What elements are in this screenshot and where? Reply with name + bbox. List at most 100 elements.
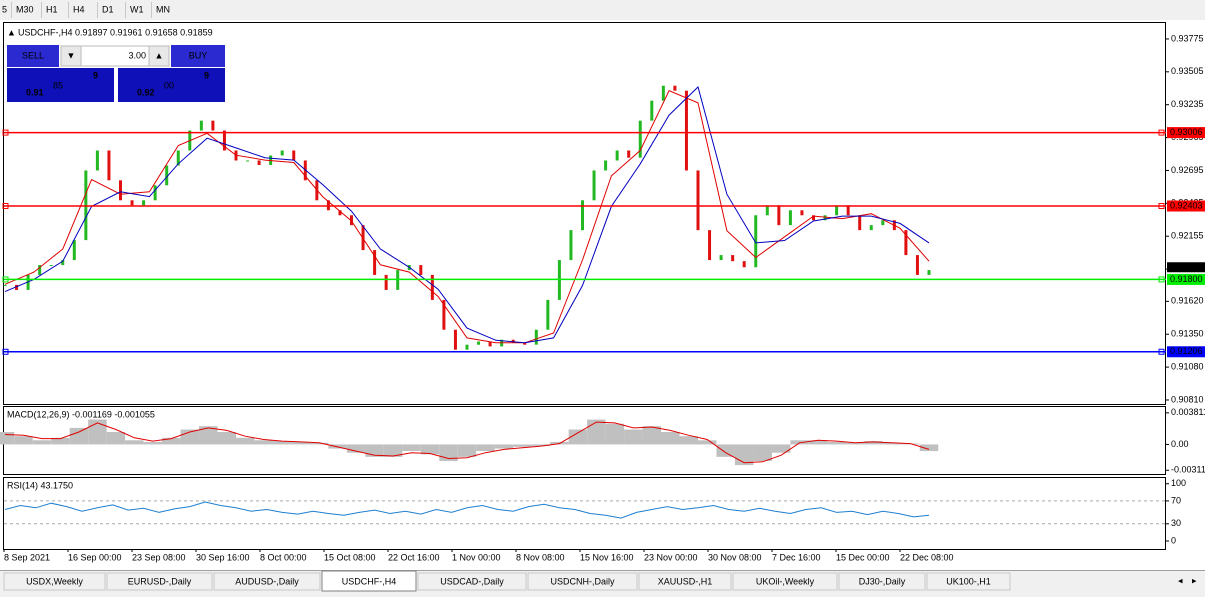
candle	[72, 240, 76, 261]
macd-bar	[605, 423, 625, 445]
tab[interactable]	[106, 572, 213, 591]
line-handle	[2, 129, 9, 136]
timeframe-button[interactable]: M30	[16, 4, 34, 14]
line-handle	[1158, 276, 1165, 283]
x-tick-label: 1 Nov 00:00	[452, 552, 501, 562]
candle	[546, 299, 550, 330]
tab-label[interactable]: USDX,Weekly	[26, 576, 83, 586]
sell-label[interactable]: SELL	[22, 50, 44, 60]
tab[interactable]	[838, 572, 926, 591]
x-tick-label: 15 Nov 16:00	[580, 552, 634, 562]
y-tick-label: 0.92155	[1171, 231, 1204, 241]
macd-bar	[661, 432, 680, 445]
tab-label[interactable]: USDCAD-,Daily	[440, 576, 504, 586]
macd-bar	[698, 440, 717, 445]
candle	[61, 260, 65, 266]
tab-label[interactable]: XAUUSD-,H1	[658, 576, 713, 586]
macd-bar	[679, 436, 698, 445]
buy-button[interactable]	[171, 45, 225, 67]
candle	[442, 299, 446, 330]
timeframe-button[interactable]: H4	[73, 4, 85, 14]
y-tick-label: 0.93235	[1171, 99, 1204, 109]
price-prefix: 0.92	[137, 87, 155, 97]
macd-bar	[882, 442, 902, 445]
tab[interactable]	[638, 572, 732, 591]
timeframe-button[interactable]: 5	[2, 4, 7, 14]
candle	[49, 265, 53, 267]
candle	[858, 215, 862, 231]
timeframe-button[interactable]: H1	[46, 4, 58, 14]
candle	[765, 205, 769, 216]
candle	[638, 120, 642, 158]
tab-label[interactable]: USDCNH-,Daily	[550, 576, 615, 586]
macd-bar	[624, 429, 643, 445]
macd-bar	[642, 426, 662, 445]
tab-label[interactable]: AUDUSD-,Daily	[235, 576, 299, 586]
last-price-label: 0.91859	[1170, 262, 1203, 272]
tab-label[interactable]: DJ30-,Daily	[859, 576, 906, 586]
macd-bar	[254, 440, 273, 445]
chart-title: USDCHF-,H4 0.91897 0.91961 0.91658 0.918…	[18, 27, 213, 37]
y-tick-label: 70	[1171, 495, 1181, 505]
moving-average	[4, 86, 930, 344]
y-tick-label: 0	[1171, 535, 1176, 545]
candle	[742, 261, 746, 268]
line-handle	[1158, 203, 1165, 210]
candle	[604, 160, 608, 171]
tab-label[interactable]: UK100-,H1	[946, 576, 991, 586]
candle	[650, 100, 654, 121]
macd-bar	[753, 444, 772, 461]
price-box[interactable]	[7, 68, 114, 102]
tab[interactable]	[527, 572, 638, 591]
candle	[419, 265, 423, 275]
candle	[453, 329, 457, 350]
tab-label[interactable]: USDCHF-,H4	[342, 576, 397, 586]
tab[interactable]	[926, 572, 1011, 591]
x-tick-label: 8 Sep 2021	[4, 552, 50, 562]
tab[interactable]	[321, 570, 417, 592]
line-price-label: 0.91800	[1170, 274, 1203, 284]
candle	[835, 205, 839, 216]
macd-bar	[864, 441, 883, 445]
timeframe-button[interactable]: D1	[102, 4, 114, 14]
tab-label[interactable]: UKOil-,Weekly	[756, 576, 815, 586]
macd-bar	[808, 440, 828, 445]
tab[interactable]	[3, 572, 106, 591]
macd-bar	[568, 429, 588, 445]
line-handle	[1158, 348, 1165, 355]
macd-bar	[476, 444, 495, 452]
buy-label[interactable]: BUY	[189, 50, 208, 60]
x-tick-label: 16 Sep 00:00	[68, 552, 122, 562]
price-box[interactable]	[118, 68, 225, 102]
tab[interactable]	[417, 572, 527, 591]
line-price-label: 0.92403	[1170, 200, 1203, 210]
tab[interactable]	[732, 572, 838, 591]
tab-scroll-right[interactable]: ▸	[1192, 575, 1197, 585]
y-tick-label: 0.93505	[1171, 66, 1204, 76]
lot-value[interactable]: 3.00	[128, 50, 146, 60]
macd-bar	[162, 437, 181, 445]
candle	[696, 170, 700, 231]
timeframe-button[interactable]: MN	[156, 4, 170, 14]
spinner-arrow: ▲	[155, 50, 164, 60]
candle	[119, 180, 122, 201]
candle	[153, 185, 157, 201]
y-tick-label: 0.91080	[1171, 361, 1204, 371]
timeframe-button[interactable]: W1	[130, 4, 144, 14]
x-tick-label: 22 Dec 08:00	[900, 552, 954, 562]
sell-button[interactable]	[7, 45, 59, 67]
candle	[534, 329, 538, 345]
macd-bar	[457, 444, 477, 457]
tab-label[interactable]: EURUSD-,Daily	[128, 576, 192, 586]
y-tick-label: 0.90810	[1171, 394, 1204, 404]
macd-bar	[125, 440, 144, 445]
candle	[708, 230, 712, 261]
candle	[38, 265, 42, 275]
tab[interactable]	[213, 572, 321, 591]
macd-bar	[919, 444, 939, 452]
tab-scroll-left[interactable]: ◂	[1178, 575, 1183, 585]
spinner-arrow: ▼	[67, 50, 76, 60]
candle	[615, 150, 619, 161]
lot-spinner-up[interactable]	[148, 45, 170, 67]
